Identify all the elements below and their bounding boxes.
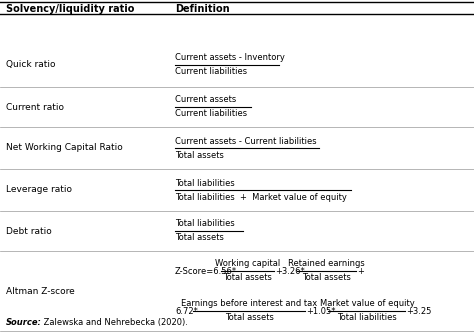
Text: Current liabilities: Current liabilities	[175, 110, 247, 119]
Text: Total assets: Total assets	[225, 313, 274, 322]
Text: Total assets: Total assets	[175, 233, 224, 242]
Text: Total liabilities: Total liabilities	[175, 178, 235, 187]
Text: Total assets: Total assets	[223, 273, 272, 282]
Text: Total liabilities: Total liabilities	[175, 219, 235, 228]
Text: Solvency/liquidity ratio: Solvency/liquidity ratio	[6, 4, 134, 14]
Text: Leverage ratio: Leverage ratio	[6, 185, 72, 194]
Text: Source:: Source:	[6, 318, 42, 327]
Text: +1.05*: +1.05*	[307, 306, 336, 315]
Text: Z-Score=6.56*: Z-Score=6.56*	[175, 266, 237, 275]
Text: Retained earnings: Retained earnings	[288, 259, 365, 268]
Text: +3.26*: +3.26*	[275, 266, 305, 275]
Text: Total liabilities  +  Market value of equity: Total liabilities + Market value of equi…	[175, 192, 347, 201]
Text: +: +	[357, 266, 365, 275]
Text: Current liabilities: Current liabilities	[175, 67, 247, 76]
Text: Earnings before interest and tax: Earnings before interest and tax	[182, 299, 318, 308]
Text: Total assets: Total assets	[175, 151, 224, 160]
Text: Current ratio: Current ratio	[6, 103, 64, 112]
Text: Total liabilities: Total liabilities	[337, 313, 397, 322]
Text: Altman Z-score: Altman Z-score	[6, 286, 75, 295]
Text: Total assets: Total assets	[302, 273, 351, 282]
Text: +3.25: +3.25	[407, 306, 432, 315]
Text: 6.72*: 6.72*	[175, 306, 198, 315]
Text: Quick ratio: Quick ratio	[6, 60, 55, 69]
Text: Working capital: Working capital	[215, 259, 281, 268]
Text: Debt ratio: Debt ratio	[6, 226, 52, 235]
Text: Current assets: Current assets	[175, 96, 236, 105]
Text: Current assets - Inventory: Current assets - Inventory	[175, 53, 285, 62]
Text: Market value of equity: Market value of equity	[319, 299, 414, 308]
Text: Current assets - Current liabilities: Current assets - Current liabilities	[175, 137, 317, 146]
Text: Net Working Capital Ratio: Net Working Capital Ratio	[6, 144, 123, 153]
Text: Zalewska and Nehrebecka (2020).: Zalewska and Nehrebecka (2020).	[41, 318, 188, 327]
Text: Definition: Definition	[175, 4, 229, 14]
